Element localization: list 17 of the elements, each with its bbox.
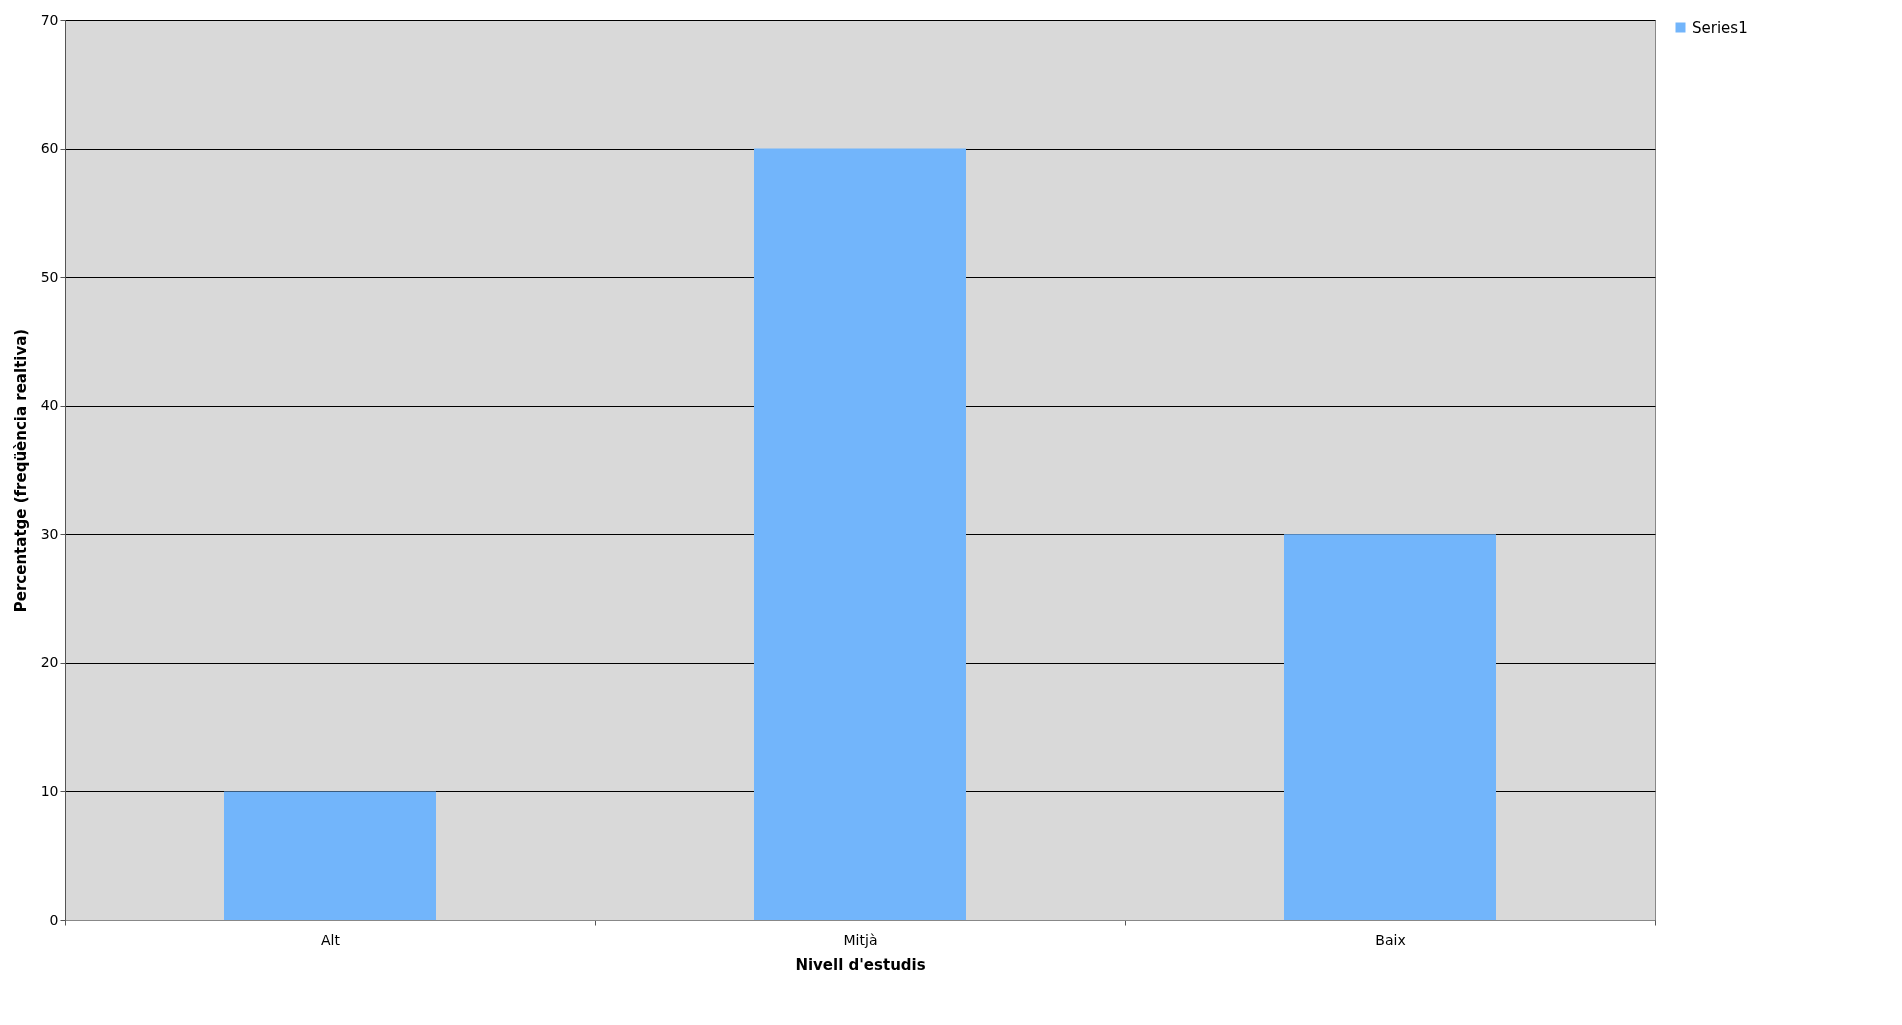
y-tick-label: 20: [40, 654, 59, 671]
x-tick-label: Baix: [1375, 931, 1406, 948]
x-tick-label: Alt: [321, 931, 341, 948]
x-tick-label: Mitjà: [843, 931, 878, 948]
y-tick-label: 50: [40, 268, 59, 285]
y-tick-label: 40: [40, 397, 59, 414]
y-tick-label: 10: [40, 782, 59, 799]
bar: [224, 791, 436, 920]
y-tick-label: 60: [40, 140, 59, 157]
bar: [1284, 534, 1496, 920]
y-tick-label: 70: [40, 11, 59, 28]
legend-label: Series1: [1692, 18, 1748, 37]
y-tick-label: 30: [40, 525, 59, 542]
x-axis-title: Nivell d'estudis: [795, 955, 926, 974]
y-tick-label: 0: [49, 911, 59, 928]
bar: [754, 148, 966, 920]
y-axis-title: Percentatge (freqüència realtiva): [11, 328, 30, 613]
